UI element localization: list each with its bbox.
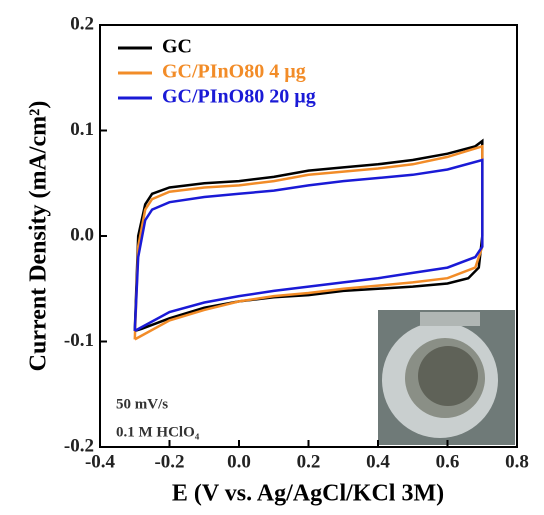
annotation: 50 mV/s xyxy=(116,396,168,412)
inset-photo xyxy=(378,310,515,445)
legend-label: GC/PInO80 20 µg xyxy=(162,86,316,108)
y-axis-label: Current Density (mA/cm²) xyxy=(26,101,52,372)
x-tick-label: 0.2 xyxy=(297,451,321,472)
annotation: 0.1 M HClO₄ xyxy=(116,424,200,440)
y-tick-label: -0.1 xyxy=(64,330,94,351)
y-tick-label: 0.2 xyxy=(70,13,94,34)
legend-label: GC/PInO80 4 µg xyxy=(162,61,306,83)
cv-curve xyxy=(133,138,484,333)
cv-curve xyxy=(133,158,484,332)
x-tick-label: 0.0 xyxy=(227,451,251,472)
y-tick-label: 0.0 xyxy=(70,224,94,245)
x-tick-label: -0.4 xyxy=(85,451,116,472)
y-tick-label: -0.2 xyxy=(64,435,94,456)
y-tick-label: 0.1 xyxy=(70,119,94,140)
x-tick-label: 0.8 xyxy=(505,451,529,472)
legend-label: GC xyxy=(162,36,192,58)
x-tick-label: 0.4 xyxy=(366,451,390,472)
cv-curve xyxy=(133,144,484,341)
x-axis-label: E (V vs. Ag/AgCl/KCl 3M) xyxy=(172,481,444,507)
x-tick-label: 0.6 xyxy=(436,451,460,472)
x-tick-label: -0.2 xyxy=(154,451,184,472)
